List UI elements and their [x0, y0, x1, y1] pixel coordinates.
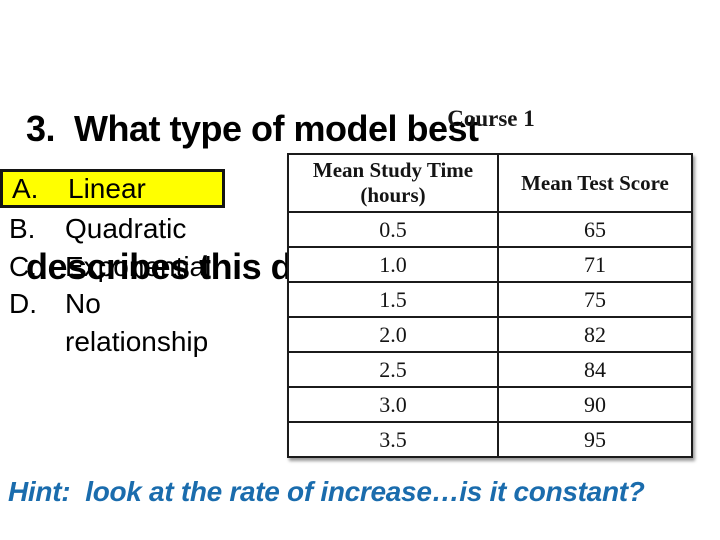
option-label: Linear [68, 173, 146, 204]
cell-test-score: 71 [497, 246, 693, 283]
study-time-score-table: Mean Study Time (hours) Mean Test Score … [287, 153, 693, 458]
option-letter: A. [12, 173, 39, 204]
cell-test-score: 95 [497, 421, 693, 458]
cell-study-time: 1.0 [287, 246, 499, 283]
option-d-no-relationship[interactable]: D. No relationship [0, 285, 241, 360]
option-b-quadratic[interactable]: B. Quadratic [0, 210, 241, 248]
table-row: 3.0 90 [287, 386, 693, 423]
cell-study-time: 3.5 [287, 421, 499, 458]
option-label: Exponential [65, 250, 212, 282]
cell-study-time: 1.5 [287, 281, 499, 318]
cell-study-time: 2.0 [287, 316, 499, 353]
answer-options: A. Linear B. Quadratic C. Exponential D.… [0, 169, 241, 360]
column-header-study-time: Mean Study Time (hours) [287, 153, 499, 213]
table-row: 2.5 84 [287, 351, 693, 388]
option-label: No relationship [65, 288, 209, 357]
page-title-line1: 3. What type of model best [26, 108, 479, 149]
option-label: Quadratic [65, 213, 187, 244]
cell-test-score: 84 [497, 351, 693, 388]
table-row: 0.5 65 [287, 211, 693, 248]
table-row: 1.0 71 [287, 246, 693, 283]
table-header-row: Mean Study Time (hours) Mean Test Score [287, 153, 693, 213]
column-header-test-score: Mean Test Score [497, 153, 693, 213]
cell-test-score: 75 [497, 281, 693, 318]
cell-test-score: 90 [497, 386, 693, 423]
cell-test-score: 82 [497, 316, 693, 353]
cell-study-time: 2.5 [287, 351, 499, 388]
option-letter: D. [9, 288, 37, 319]
cell-study-time: 3.0 [287, 386, 499, 423]
table-row: 1.5 75 [287, 281, 693, 318]
option-letter: B. [9, 213, 36, 244]
option-c-exponential[interactable]: C. Exponential [0, 248, 241, 286]
table-row: 3.5 95 [287, 421, 693, 458]
option-a-linear[interactable]: A. Linear [0, 169, 225, 208]
table-title: Course 1 [447, 106, 535, 131]
cell-study-time: 0.5 [287, 211, 499, 248]
table-row: 2.0 82 [287, 316, 693, 353]
cell-test-score: 65 [497, 211, 693, 248]
hint-text: Hint: look at the rate of increase…is it… [8, 476, 645, 507]
option-letter: C. [9, 250, 37, 282]
